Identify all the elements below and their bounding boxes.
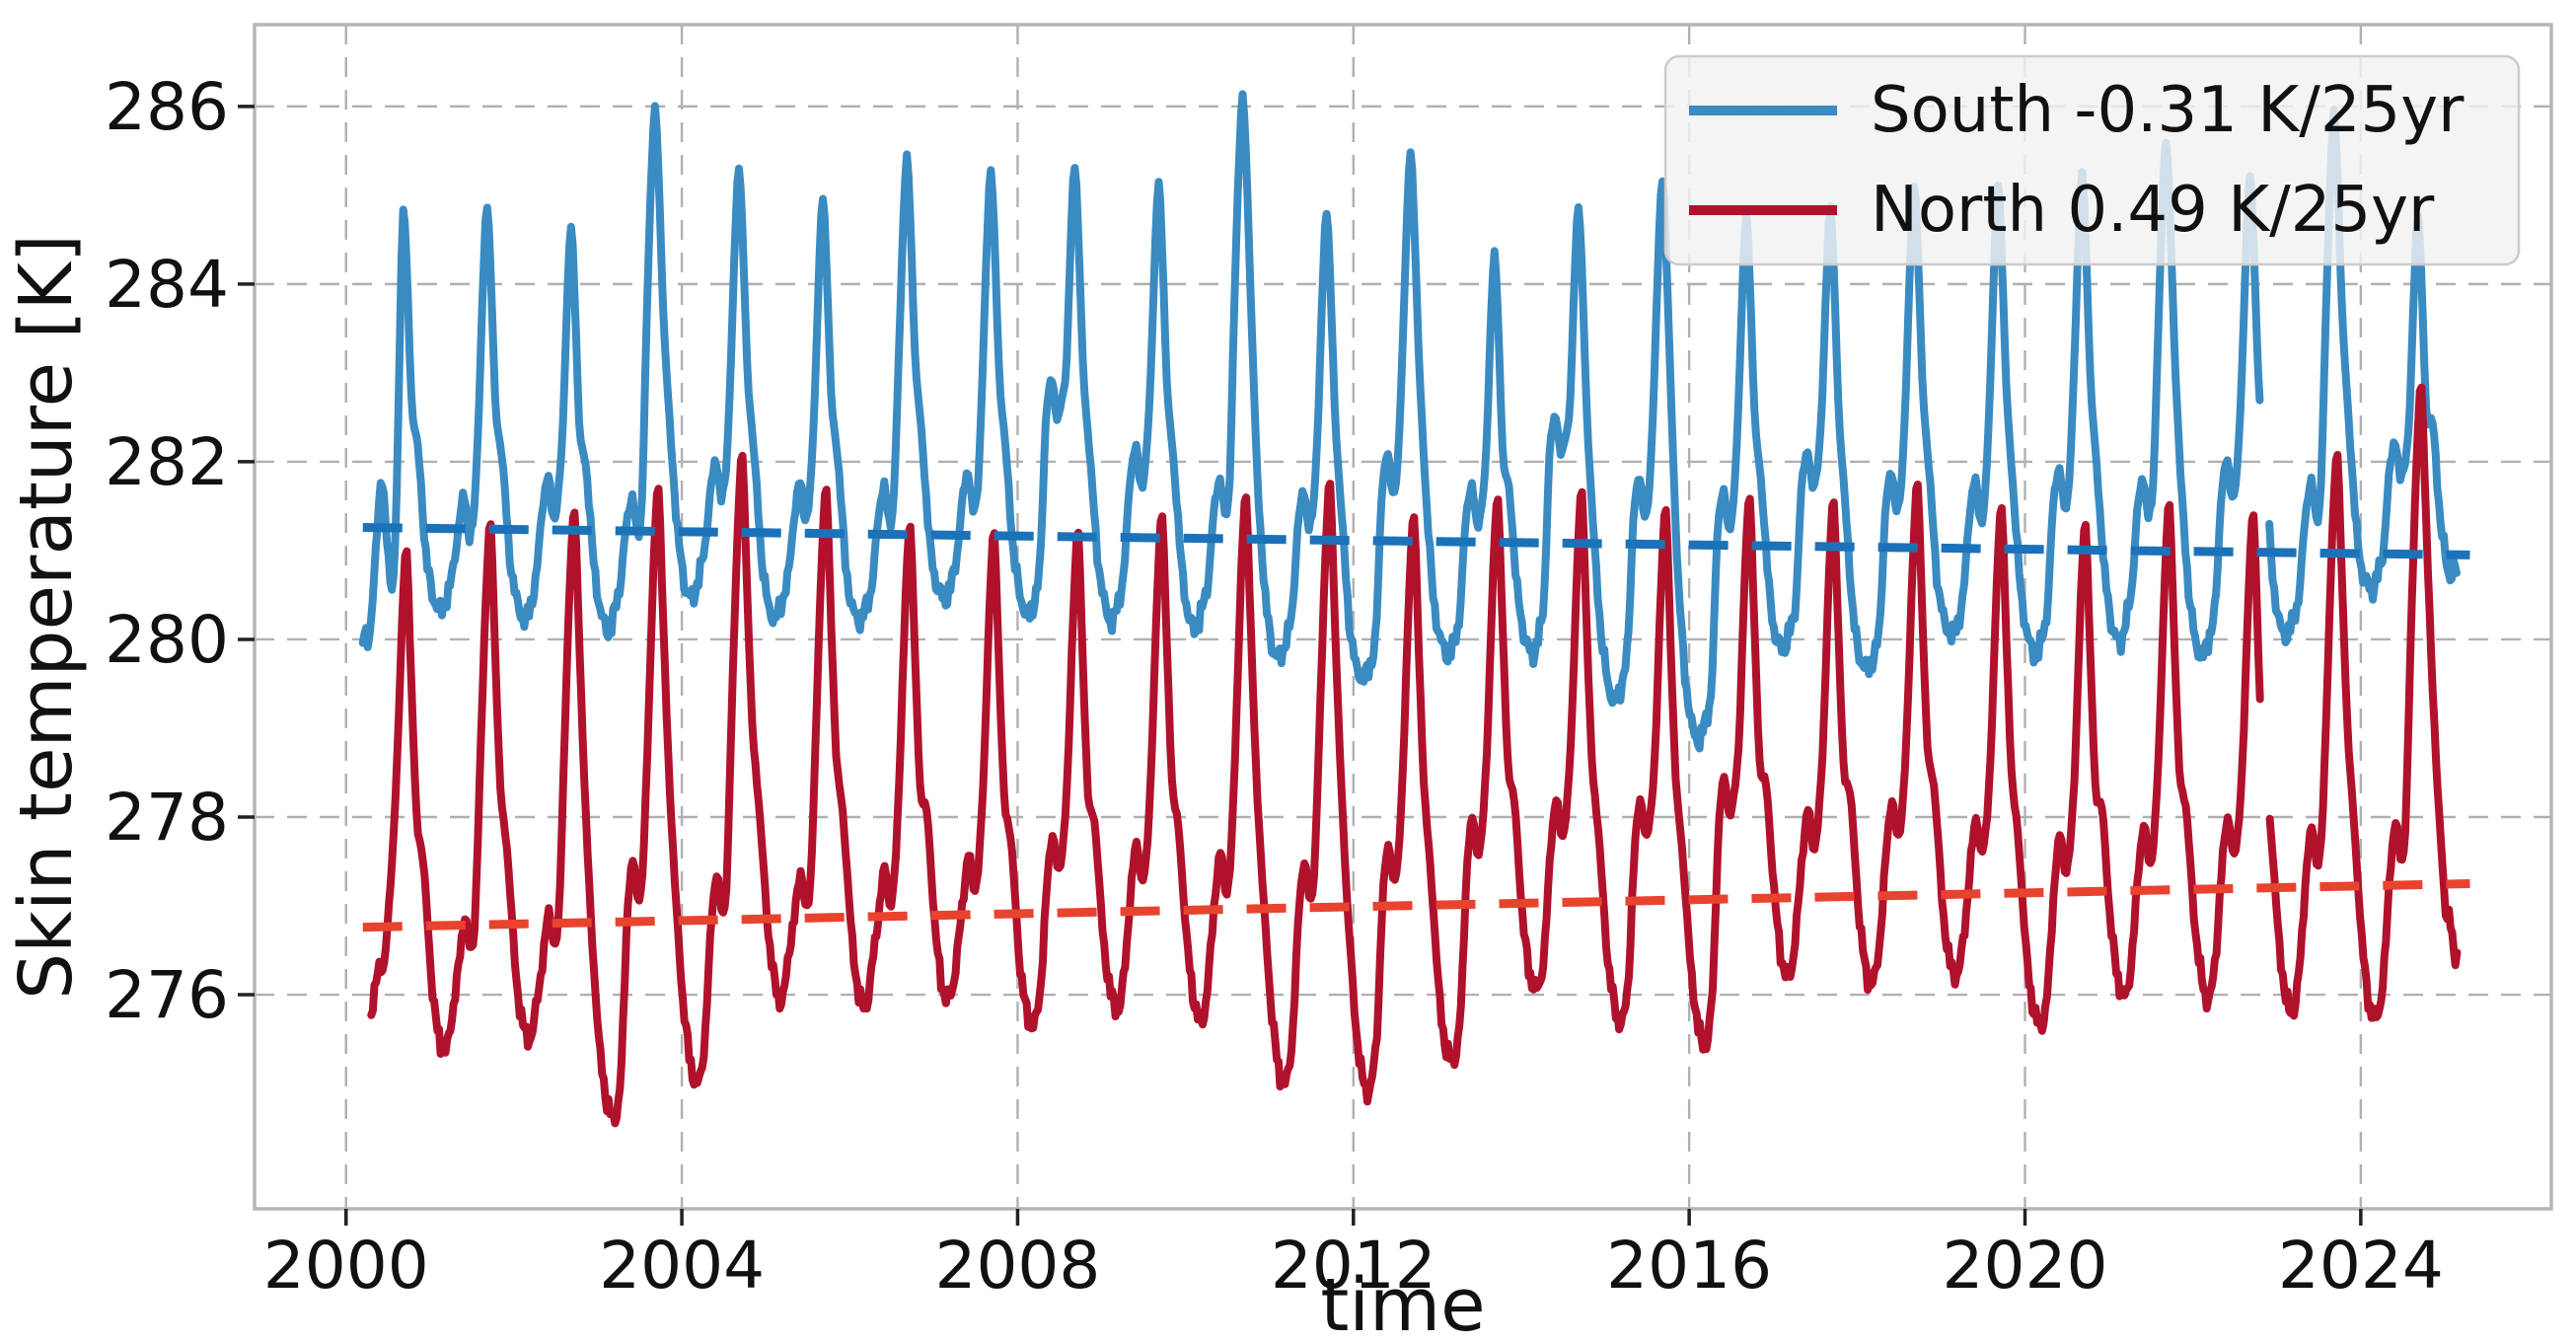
- y-tick-label: 286: [105, 69, 229, 145]
- y-axis-label: Skin temperature [K]: [4, 234, 89, 1000]
- trend-lines: [362, 523, 2470, 933]
- legend-label-north: North 0.49 K/25yr: [1871, 174, 2435, 247]
- x-tick-label: 2020: [1943, 1228, 2108, 1304]
- x-axis: 2000 2004 2008 2012 2016 2020 2024: [263, 1209, 2444, 1304]
- north-series-line: [367, 383, 2462, 1128]
- x-tick-label: 2012: [1271, 1228, 1436, 1304]
- plot-frame: [253, 23, 2553, 1211]
- y-tick-label: 276: [105, 957, 229, 1033]
- x-tick-label: 2016: [1606, 1228, 1772, 1304]
- y-axis: 276 278 280 282 284 286: [105, 69, 255, 1033]
- legend-label-south: South -0.31 K/25yr: [1871, 74, 2465, 147]
- legend: South -0.31 K/25yr North 0.49 K/25yr: [1663, 54, 2521, 266]
- y-tick-label: 280: [105, 602, 229, 678]
- x-tick-label: 2008: [934, 1228, 1100, 1304]
- south-trend-line: [362, 523, 2470, 560]
- y-tick-label: 284: [105, 247, 229, 323]
- y-tick-label: 282: [105, 424, 229, 500]
- x-tick-label: 2000: [263, 1228, 429, 1304]
- x-axis-label: time: [1320, 1263, 1485, 1343]
- data-series: [358, 90, 2462, 1128]
- y-tick-label: 278: [105, 780, 229, 856]
- x-tick-label: 2004: [599, 1228, 765, 1304]
- x-tick-label: 2024: [2278, 1228, 2444, 1304]
- north-trend-line: [362, 879, 2470, 933]
- legend-box: [1663, 54, 2521, 266]
